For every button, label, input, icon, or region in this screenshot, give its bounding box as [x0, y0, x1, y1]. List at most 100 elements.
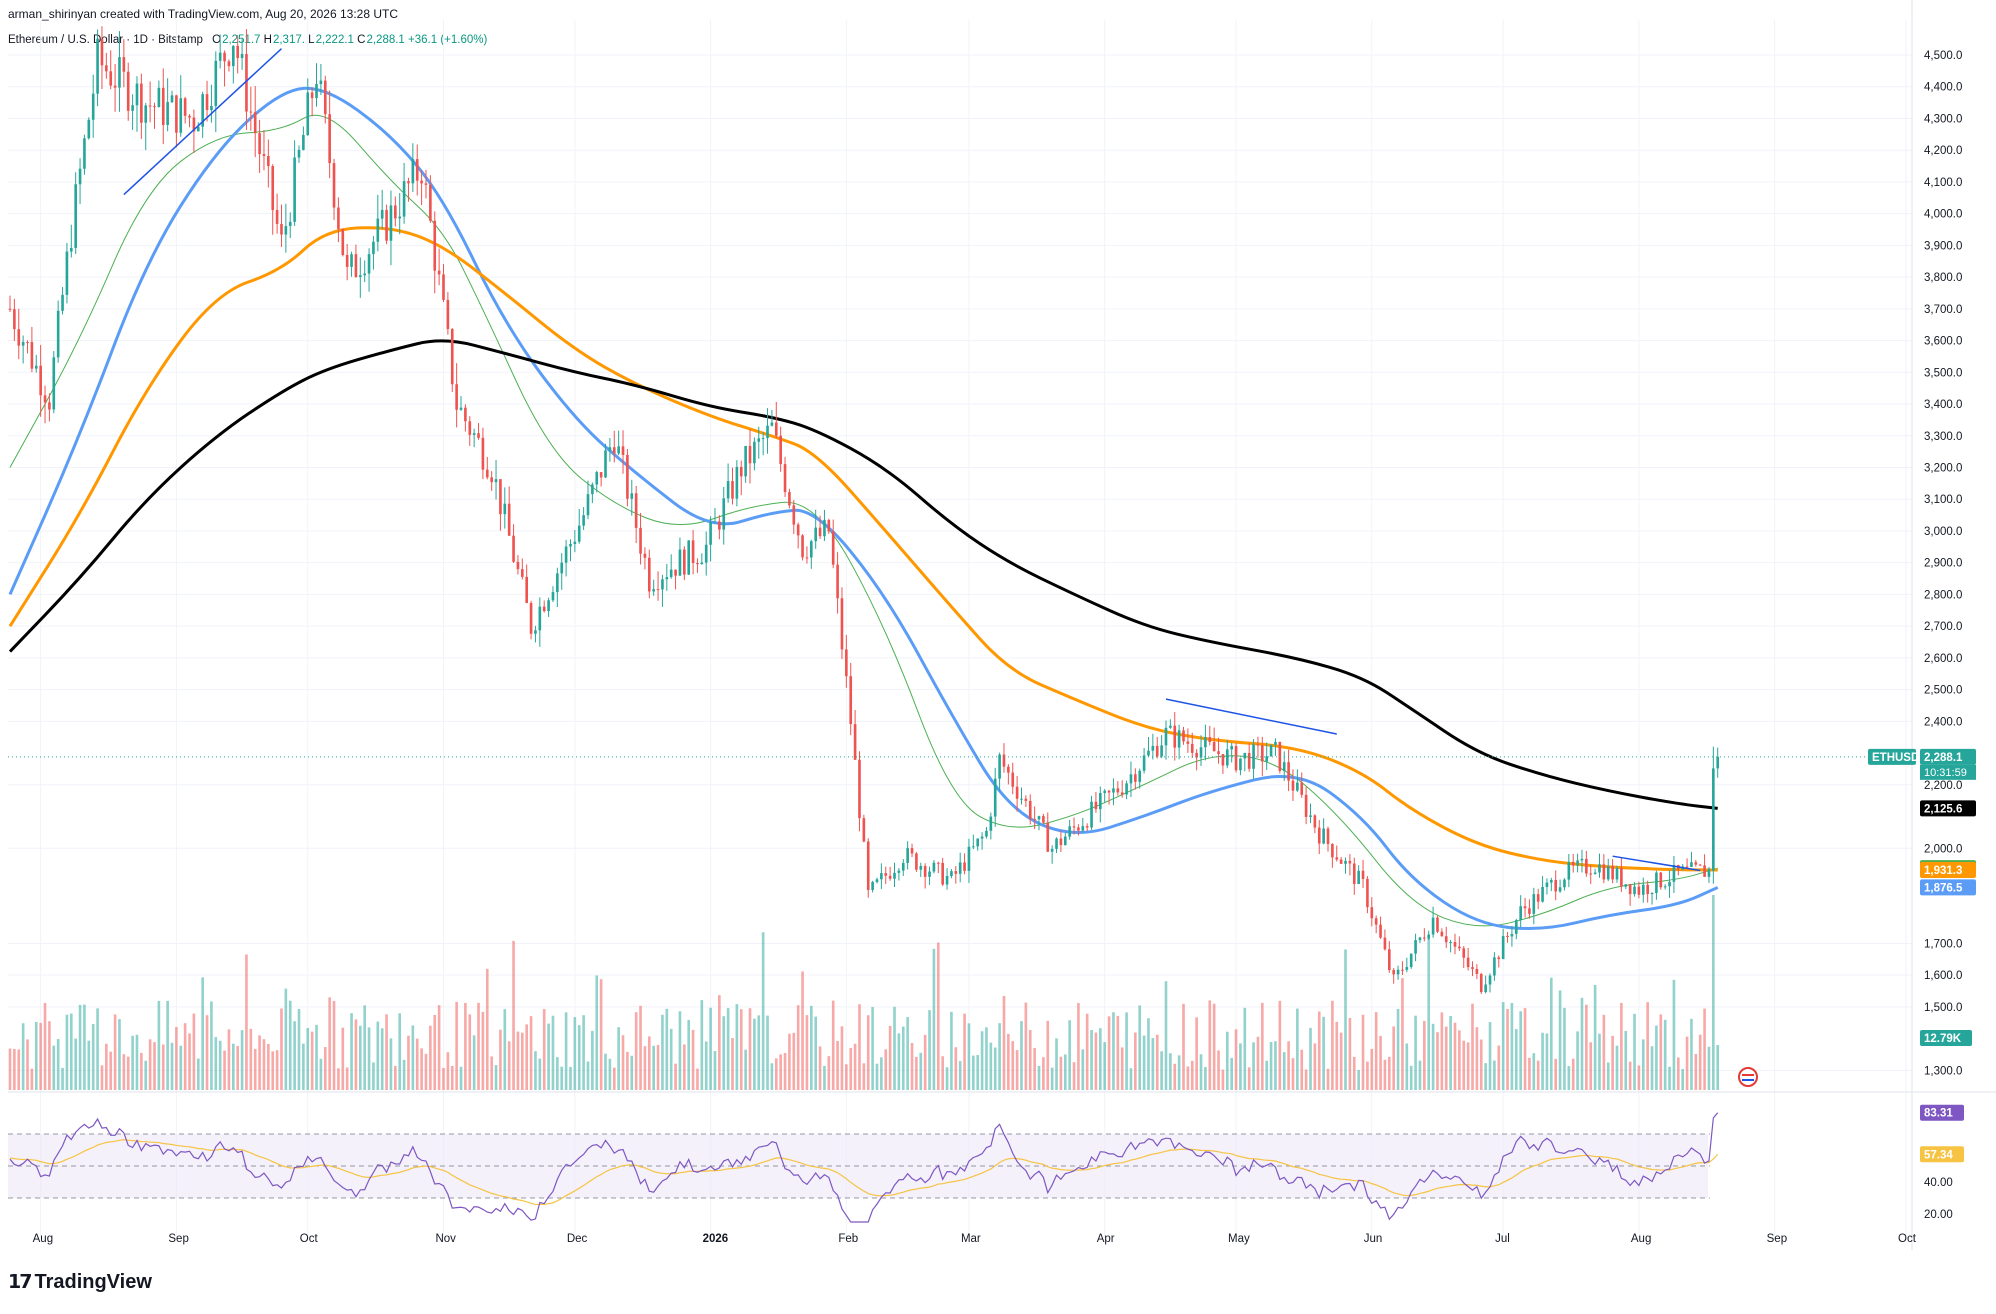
candle-body [503, 503, 507, 515]
candle-body [1063, 836, 1067, 846]
volume-bar [626, 1051, 629, 1090]
candle-body [450, 329, 454, 385]
candle-body [1672, 865, 1676, 882]
volume-bar [354, 1019, 358, 1090]
volume-bar [573, 1017, 577, 1090]
price-tick-label: 3,100.0 [1924, 494, 1962, 506]
volume-bar [875, 1063, 879, 1090]
volume-bar [989, 1042, 993, 1090]
volume-bar [1523, 1008, 1527, 1090]
price-badge-bg [1920, 800, 1976, 817]
volume-bar [919, 1052, 923, 1090]
candle-body [980, 836, 984, 839]
volume-bar [109, 1051, 113, 1090]
volume-bar [827, 1056, 831, 1090]
candle-body [617, 446, 620, 454]
volume-bar [1204, 1067, 1207, 1090]
volume-bar [1098, 1028, 1102, 1090]
candle-body [337, 207, 340, 230]
candle-body [656, 589, 660, 591]
candle-body [1694, 862, 1698, 865]
candle-body [1239, 758, 1242, 771]
candle-body [560, 562, 564, 574]
candle-body [284, 226, 288, 235]
candle-body [293, 157, 296, 222]
candle-body [350, 254, 353, 267]
volume-bar [1620, 1002, 1623, 1090]
price-tick-label: 2,200.0 [1924, 780, 1962, 792]
volume-bar [144, 1060, 148, 1090]
time-tick-label: Aug [33, 1233, 53, 1245]
candle-body [928, 871, 931, 877]
candle-body [748, 445, 752, 464]
candle-body [1646, 884, 1649, 895]
volume-bar [468, 1014, 472, 1090]
volume-bar [21, 1023, 25, 1090]
volume-bar [1541, 1032, 1544, 1090]
candle-body [1120, 792, 1124, 795]
volume-bar [1493, 1060, 1496, 1090]
volume-bar [358, 1025, 362, 1090]
candle-body [731, 481, 734, 499]
tradingview-logo[interactable]: 𝟭𝟳 TradingView [8, 1271, 152, 1294]
candle-body [1042, 816, 1045, 823]
candle-body [13, 309, 16, 330]
candle-body [1033, 818, 1036, 820]
volume-bar [1466, 1042, 1470, 1090]
candle-body [801, 535, 804, 558]
candle-body [591, 484, 594, 495]
volume-bar [1243, 1007, 1247, 1090]
volume-bar [880, 1057, 883, 1090]
volume-bar [862, 1063, 866, 1090]
moving-average-line [8, 339, 1718, 810]
candle-body [227, 61, 231, 67]
volume-bar [30, 1068, 34, 1090]
volume-bar [1050, 1067, 1054, 1090]
price-tick-label: 2,000.0 [1924, 843, 1962, 855]
volume-bar [481, 1011, 485, 1090]
volume-bar [792, 1032, 796, 1090]
candle-body [1444, 936, 1448, 943]
volume-bar [1519, 1011, 1522, 1090]
volume-bar [192, 1013, 196, 1090]
candle-body [507, 503, 511, 536]
candle-body [577, 525, 581, 542]
volume-bar [796, 1005, 800, 1090]
volume-bar [1668, 1066, 1671, 1090]
candle-body [1698, 864, 1702, 866]
volume-bar [17, 1049, 21, 1090]
close-label: C [357, 34, 366, 46]
volume-bar [1580, 997, 1584, 1090]
candle-body [1690, 862, 1693, 867]
symbol-legend[interactable]: Ethereum / U.S. Dollar · 1D · Bitstamp O… [8, 34, 487, 46]
volume-bar [1409, 1065, 1413, 1090]
candle-body [161, 87, 165, 125]
volume-bar [1396, 1008, 1400, 1090]
candle-body [665, 577, 669, 580]
candle-body [1335, 857, 1339, 860]
candle-body [923, 866, 927, 877]
volume-bar [297, 1009, 301, 1090]
price-tick-label: 3,700.0 [1924, 304, 1962, 316]
volume-bar [1571, 1058, 1575, 1090]
volume-bar [1558, 990, 1562, 1090]
candle-body [1396, 969, 1400, 975]
candle-body [218, 52, 222, 61]
symbol-badge: ETHUSD [1872, 752, 1919, 764]
candle-body [26, 342, 29, 344]
time-tick-label: Feb [838, 1233, 858, 1245]
price-badge-bg [1920, 862, 1976, 879]
candle-body [1116, 788, 1120, 793]
volume-bar [639, 1005, 642, 1090]
volume-bar [1331, 1000, 1334, 1090]
volume-bar [446, 1052, 450, 1090]
candle-body [34, 365, 38, 369]
volume-bar [153, 1042, 156, 1090]
volume-bar [1655, 1025, 1658, 1090]
candle-body [118, 57, 121, 88]
price-tick-label: 4,000.0 [1924, 209, 1962, 221]
candle-body [840, 598, 844, 650]
volume-bar [1676, 1057, 1680, 1090]
volume-bar [201, 977, 204, 1090]
